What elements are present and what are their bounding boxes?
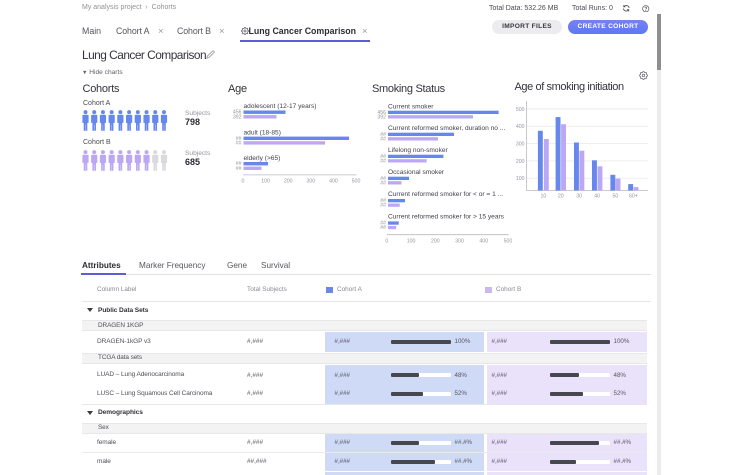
svg-text:200: 200 — [516, 159, 525, 165]
svg-text:##: ## — [380, 221, 386, 227]
svg-text:0: 0 — [242, 179, 245, 185]
svg-text:200: 200 — [431, 239, 440, 245]
svg-text:##: ## — [380, 176, 386, 182]
svg-text:400: 400 — [329, 179, 338, 185]
svg-text:100: 100 — [516, 176, 525, 182]
svg-text:30: 30 — [576, 194, 582, 200]
svg-text:##: ## — [380, 198, 386, 204]
svg-text:Current reformed smoker for <: Current reformed smoker for < or = 1 ... — [388, 191, 503, 198]
svg-text:0: 0 — [385, 239, 388, 245]
svg-text:400: 400 — [479, 239, 488, 245]
svg-text:Occasional smoker: Occasional smoker — [388, 169, 445, 176]
svg-text:##: ## — [380, 132, 386, 138]
svg-text:##: ## — [380, 225, 386, 231]
svg-text:392: 392 — [233, 114, 242, 120]
svg-text:50: 50 — [613, 194, 619, 200]
svg-text:elderly (>65): elderly (>65) — [244, 155, 281, 162]
svg-text:##: ## — [380, 180, 386, 186]
svg-text:##: ## — [380, 154, 386, 160]
svg-text:Lifelong non-smoker: Lifelong non-smoker — [388, 147, 449, 154]
svg-text:Current reformed smoker for >: Current reformed smoker for > 15 years — [388, 213, 505, 220]
svg-text:##: ## — [236, 140, 242, 146]
svg-text:##: ## — [380, 136, 386, 142]
svg-text:392: 392 — [377, 114, 386, 120]
svg-text:##: ## — [380, 203, 386, 209]
svg-text:500: 500 — [352, 179, 361, 185]
svg-text:300: 300 — [516, 142, 525, 148]
svg-text:456: 456 — [233, 110, 242, 116]
svg-text:400: 400 — [516, 124, 525, 130]
svg-text:adult (18-85): adult (18-85) — [244, 130, 281, 137]
svg-text:adolescent (12-17 years): adolescent (12-17 years) — [244, 103, 317, 110]
svg-text:##: ## — [380, 158, 386, 164]
svg-text:40: 40 — [594, 194, 600, 200]
svg-text:60+: 60+ — [629, 194, 638, 200]
svg-text:300: 300 — [455, 239, 464, 245]
svg-text:200: 200 — [284, 179, 293, 185]
svg-text:Current smoker: Current smoker — [388, 104, 434, 111]
svg-text:456: 456 — [377, 110, 386, 116]
svg-text:10: 10 — [540, 194, 546, 200]
svg-text:##: ## — [236, 136, 242, 142]
svg-text:300: 300 — [306, 179, 315, 185]
svg-text:100: 100 — [261, 179, 270, 185]
svg-text:500: 500 — [504, 239, 512, 245]
svg-text:Current reformed smoker, durat: Current reformed smoker, duration no ... — [388, 125, 505, 132]
svg-text:##: ## — [236, 161, 242, 167]
svg-text:##: ## — [236, 166, 242, 172]
svg-text:100: 100 — [407, 239, 416, 245]
svg-text:20: 20 — [558, 194, 564, 200]
svg-text:500: 500 — [516, 107, 525, 113]
